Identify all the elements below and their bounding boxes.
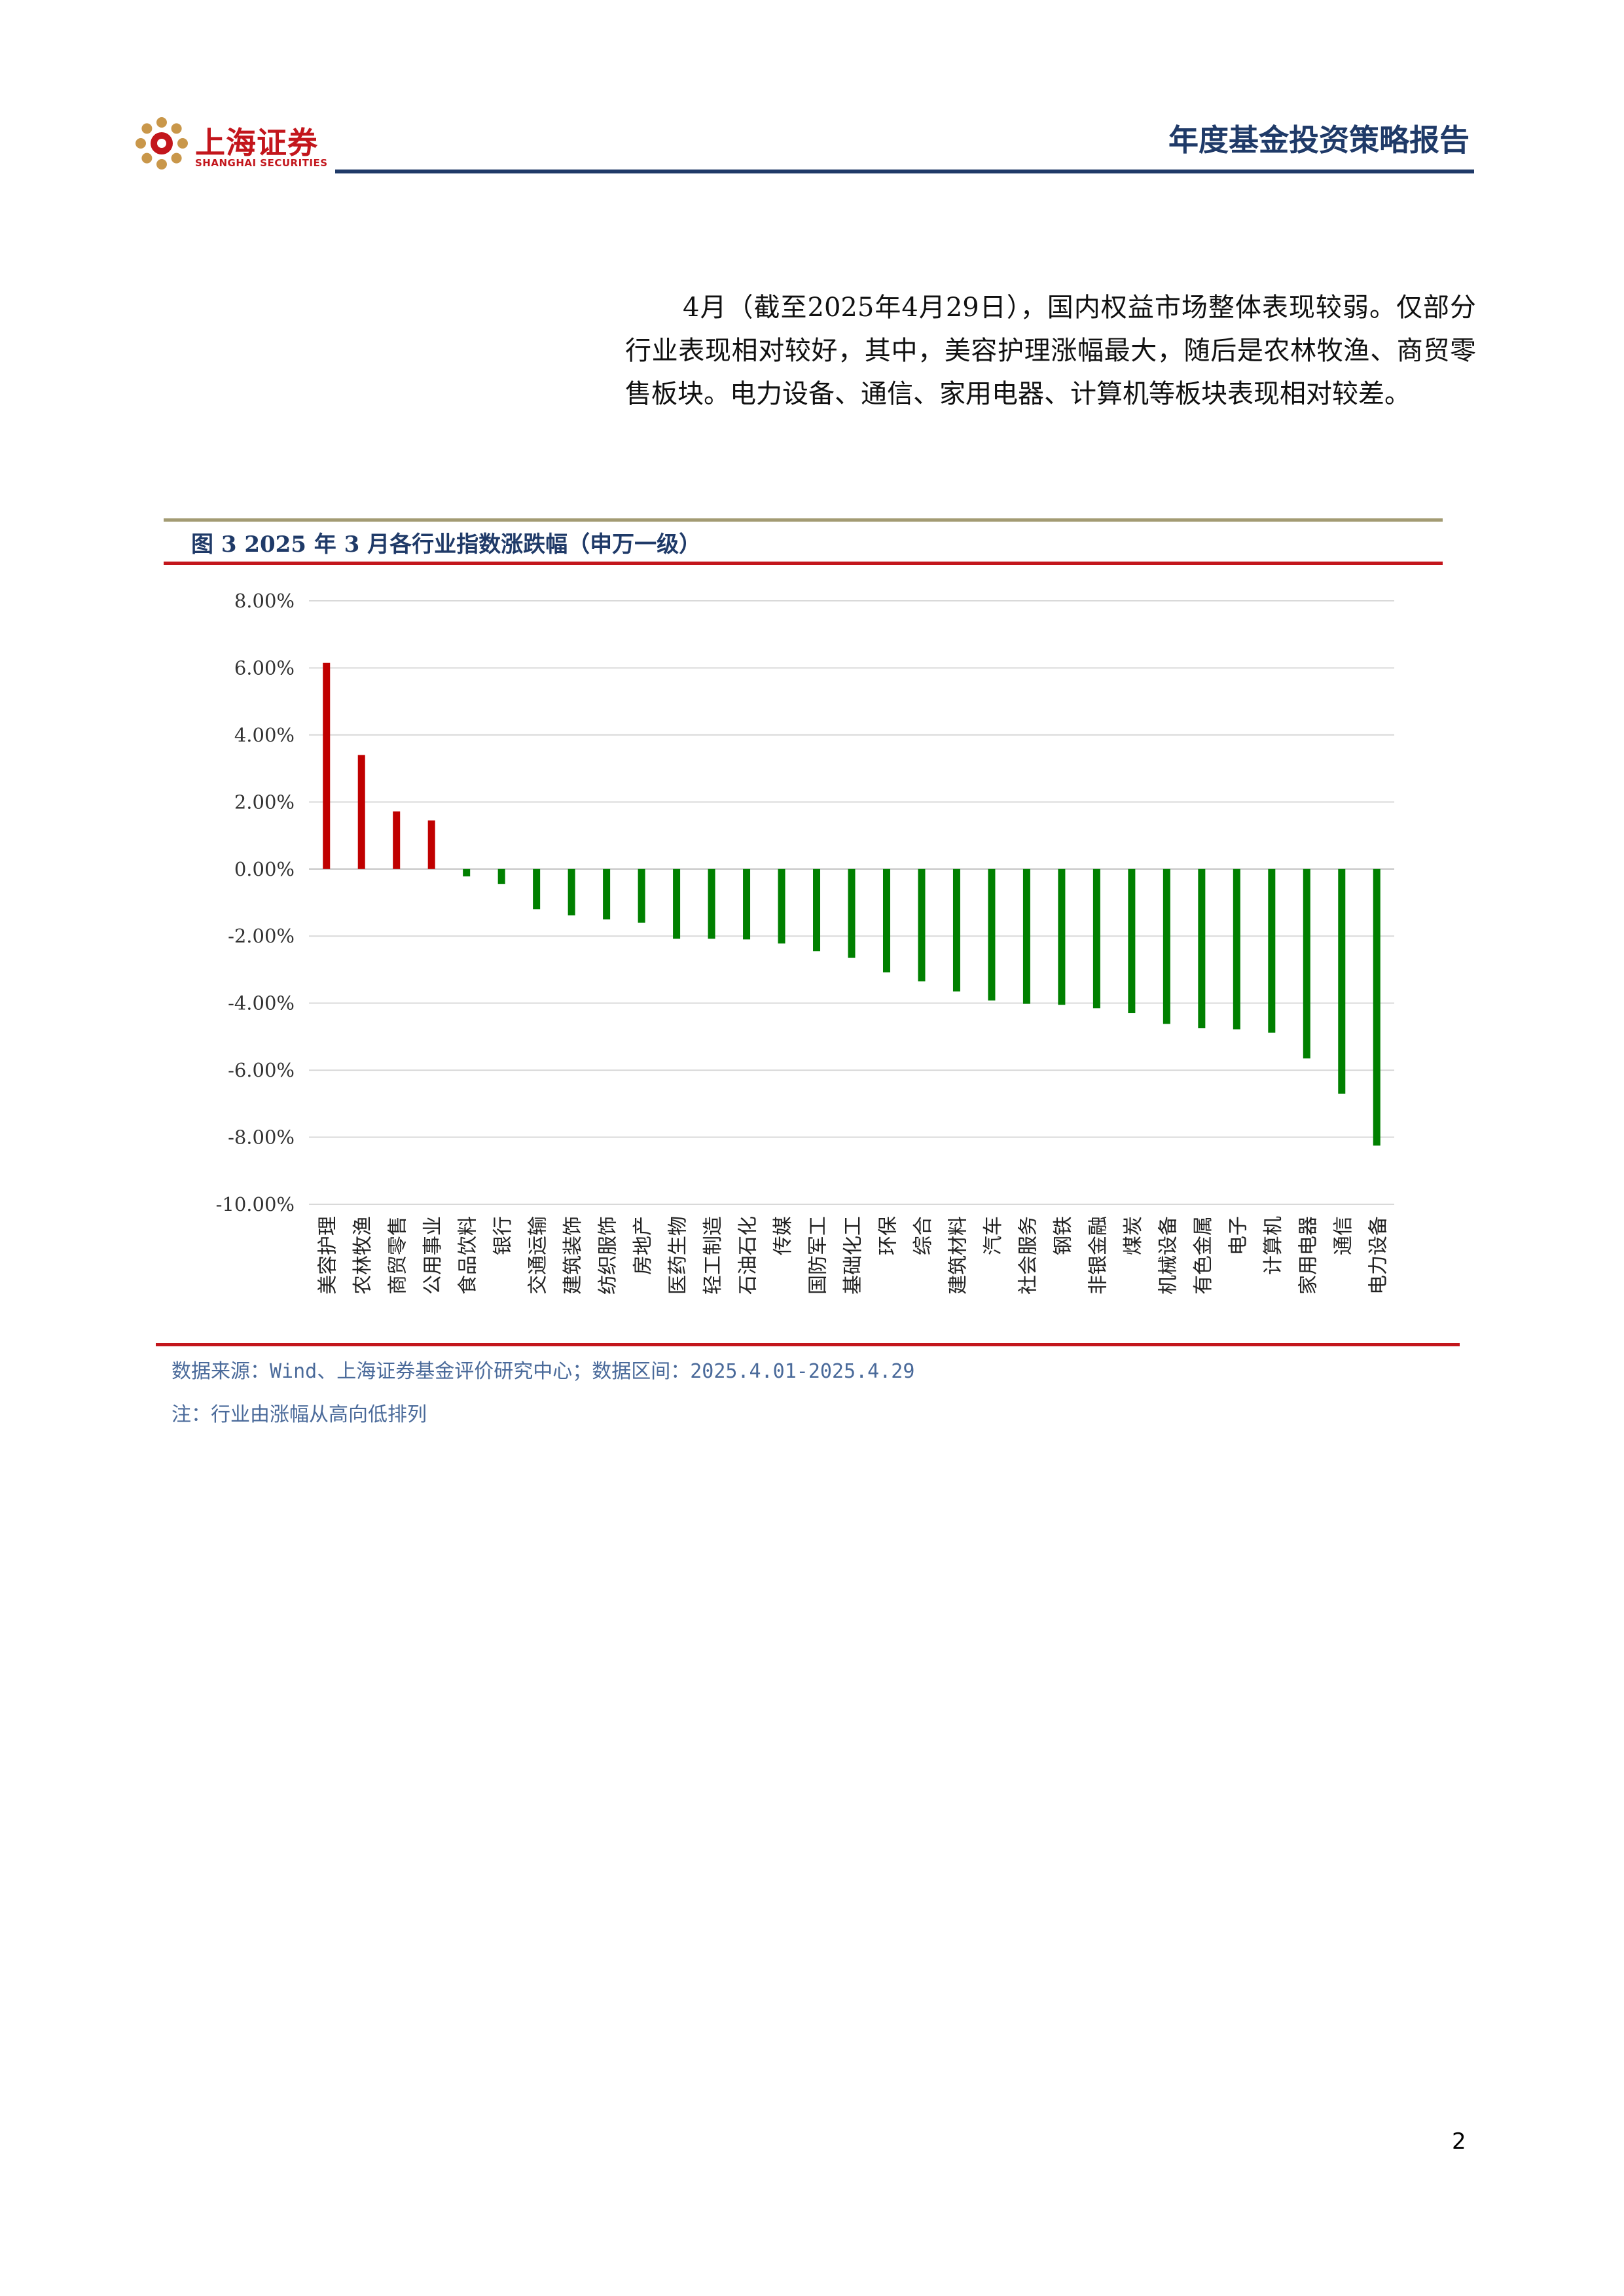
y-tick-label: -6.00% bbox=[228, 1059, 295, 1081]
x-category-label: 家用电器 bbox=[1297, 1216, 1320, 1295]
x-category-label: 机械设备 bbox=[1157, 1216, 1180, 1295]
header-divider bbox=[335, 170, 1474, 173]
x-category-label: 钢铁 bbox=[1052, 1216, 1075, 1255]
bar bbox=[357, 755, 365, 869]
bar bbox=[882, 869, 890, 973]
bar bbox=[533, 869, 541, 910]
x-category-label: 商贸零售 bbox=[387, 1216, 410, 1295]
bar bbox=[1233, 869, 1240, 1030]
x-category-label: 公用事业 bbox=[422, 1216, 444, 1295]
bar bbox=[1092, 869, 1100, 1009]
bar bbox=[1058, 869, 1066, 1005]
bar bbox=[323, 662, 331, 869]
bar bbox=[1163, 869, 1170, 1024]
x-category-label: 社会服务 bbox=[1017, 1216, 1039, 1295]
x-category-label: 煤炭 bbox=[1122, 1216, 1145, 1255]
x-category-label: 计算机 bbox=[1262, 1216, 1285, 1275]
y-tick-label: 6.00% bbox=[234, 656, 295, 679]
bar bbox=[1198, 869, 1206, 1029]
bar bbox=[708, 869, 715, 939]
bar bbox=[952, 869, 960, 992]
x-category-label: 石油石化 bbox=[737, 1216, 760, 1295]
bar bbox=[1128, 869, 1136, 1014]
bar bbox=[673, 869, 681, 939]
bar bbox=[393, 811, 401, 869]
x-category-label: 美容护理 bbox=[317, 1216, 340, 1295]
x-category-label: 银行 bbox=[492, 1216, 514, 1255]
x-category-label: 汽车 bbox=[982, 1216, 1005, 1255]
bar bbox=[497, 869, 505, 884]
bar bbox=[427, 820, 435, 869]
industry-return-bar-chart: 8.00% 6.00% 4.00% 2.00% 0.00% -2.00% -4.00% -6.… bbox=[216, 590, 1394, 1295]
x-category-label: 建筑材料 bbox=[947, 1216, 969, 1295]
bar bbox=[918, 869, 926, 982]
bar bbox=[603, 869, 611, 920]
x-category-label: 医药生物 bbox=[667, 1216, 690, 1295]
x-category-label: 电力设备 bbox=[1367, 1216, 1390, 1295]
y-tick-label: -10.00% bbox=[216, 1193, 295, 1215]
y-tick-label: 8.00% bbox=[234, 590, 295, 612]
x-category-label: 国防军工 bbox=[807, 1216, 830, 1295]
figure-note: 注：行业由涨幅从高向低排列 bbox=[171, 1403, 427, 1426]
bar bbox=[1373, 869, 1380, 1146]
x-category-label: 纺织服饰 bbox=[597, 1216, 620, 1295]
x-category-label: 传媒 bbox=[772, 1216, 795, 1255]
y-tick-label: -2.00% bbox=[228, 925, 295, 947]
x-category-label: 建筑装饰 bbox=[562, 1216, 585, 1295]
brand-logo: 上海证券 SHANGHAI SECURITIES bbox=[135, 117, 331, 175]
bar bbox=[1303, 869, 1310, 1059]
y-tick-label: 0.00% bbox=[234, 858, 295, 880]
bar bbox=[743, 869, 751, 940]
bar bbox=[848, 869, 856, 958]
bar bbox=[778, 869, 785, 944]
y-tick-label: -4.00% bbox=[228, 992, 295, 1014]
figure-title: 图 3 2025 年 3 月各行业指数涨跌幅（申万一级） bbox=[191, 531, 702, 558]
bar bbox=[638, 869, 645, 923]
figure-bottom-rule bbox=[156, 1343, 1460, 1346]
x-category-label: 基础化工 bbox=[842, 1216, 865, 1295]
figure-top-rule bbox=[164, 518, 1443, 522]
bar bbox=[568, 869, 575, 916]
x-category-label: 食品饮料 bbox=[457, 1216, 480, 1295]
x-category-label: 房地产 bbox=[632, 1216, 655, 1275]
x-category-label: 非银金融 bbox=[1087, 1216, 1110, 1295]
bar bbox=[1022, 869, 1030, 1004]
bar bbox=[813, 869, 821, 952]
bar bbox=[1338, 869, 1346, 1094]
x-category-label: 有色金属 bbox=[1192, 1216, 1215, 1295]
bar bbox=[988, 869, 996, 1001]
y-tick-label: 4.00% bbox=[234, 724, 295, 746]
x-category-label: 通信 bbox=[1332, 1216, 1355, 1255]
brand-emblem-icon bbox=[135, 117, 188, 170]
y-tick-label: -8.00% bbox=[228, 1126, 295, 1149]
x-category-label: 环保 bbox=[876, 1216, 899, 1255]
x-category-label: 交通运输 bbox=[527, 1216, 550, 1295]
brand-name-en: SHANGHAI SECURITIES bbox=[195, 157, 328, 169]
x-category-label: 农林牧渔 bbox=[352, 1216, 374, 1295]
page-number: 2 bbox=[1452, 2128, 1466, 2155]
figure-title-rule bbox=[164, 562, 1443, 565]
brand-name-cn: 上海证券 bbox=[195, 125, 318, 160]
y-tick-label: 2.00% bbox=[234, 791, 295, 813]
body-paragraph: 4月（截至2025年4月29日），国内权益市场整体表现较弱。仅部分行业表现相对较… bbox=[625, 293, 1476, 409]
x-category-label: 轻工制造 bbox=[702, 1216, 725, 1295]
report-title: 年度基金投资策略报告 bbox=[1168, 122, 1470, 158]
bar bbox=[1268, 869, 1276, 1033]
figure-source: 数据来源：Wind、上海证券基金评价研究中心；数据区间：2025.4.01-20… bbox=[171, 1360, 915, 1383]
bar bbox=[463, 869, 471, 877]
x-category-label: 电子 bbox=[1227, 1216, 1250, 1255]
x-category-label: 综合 bbox=[912, 1216, 935, 1255]
